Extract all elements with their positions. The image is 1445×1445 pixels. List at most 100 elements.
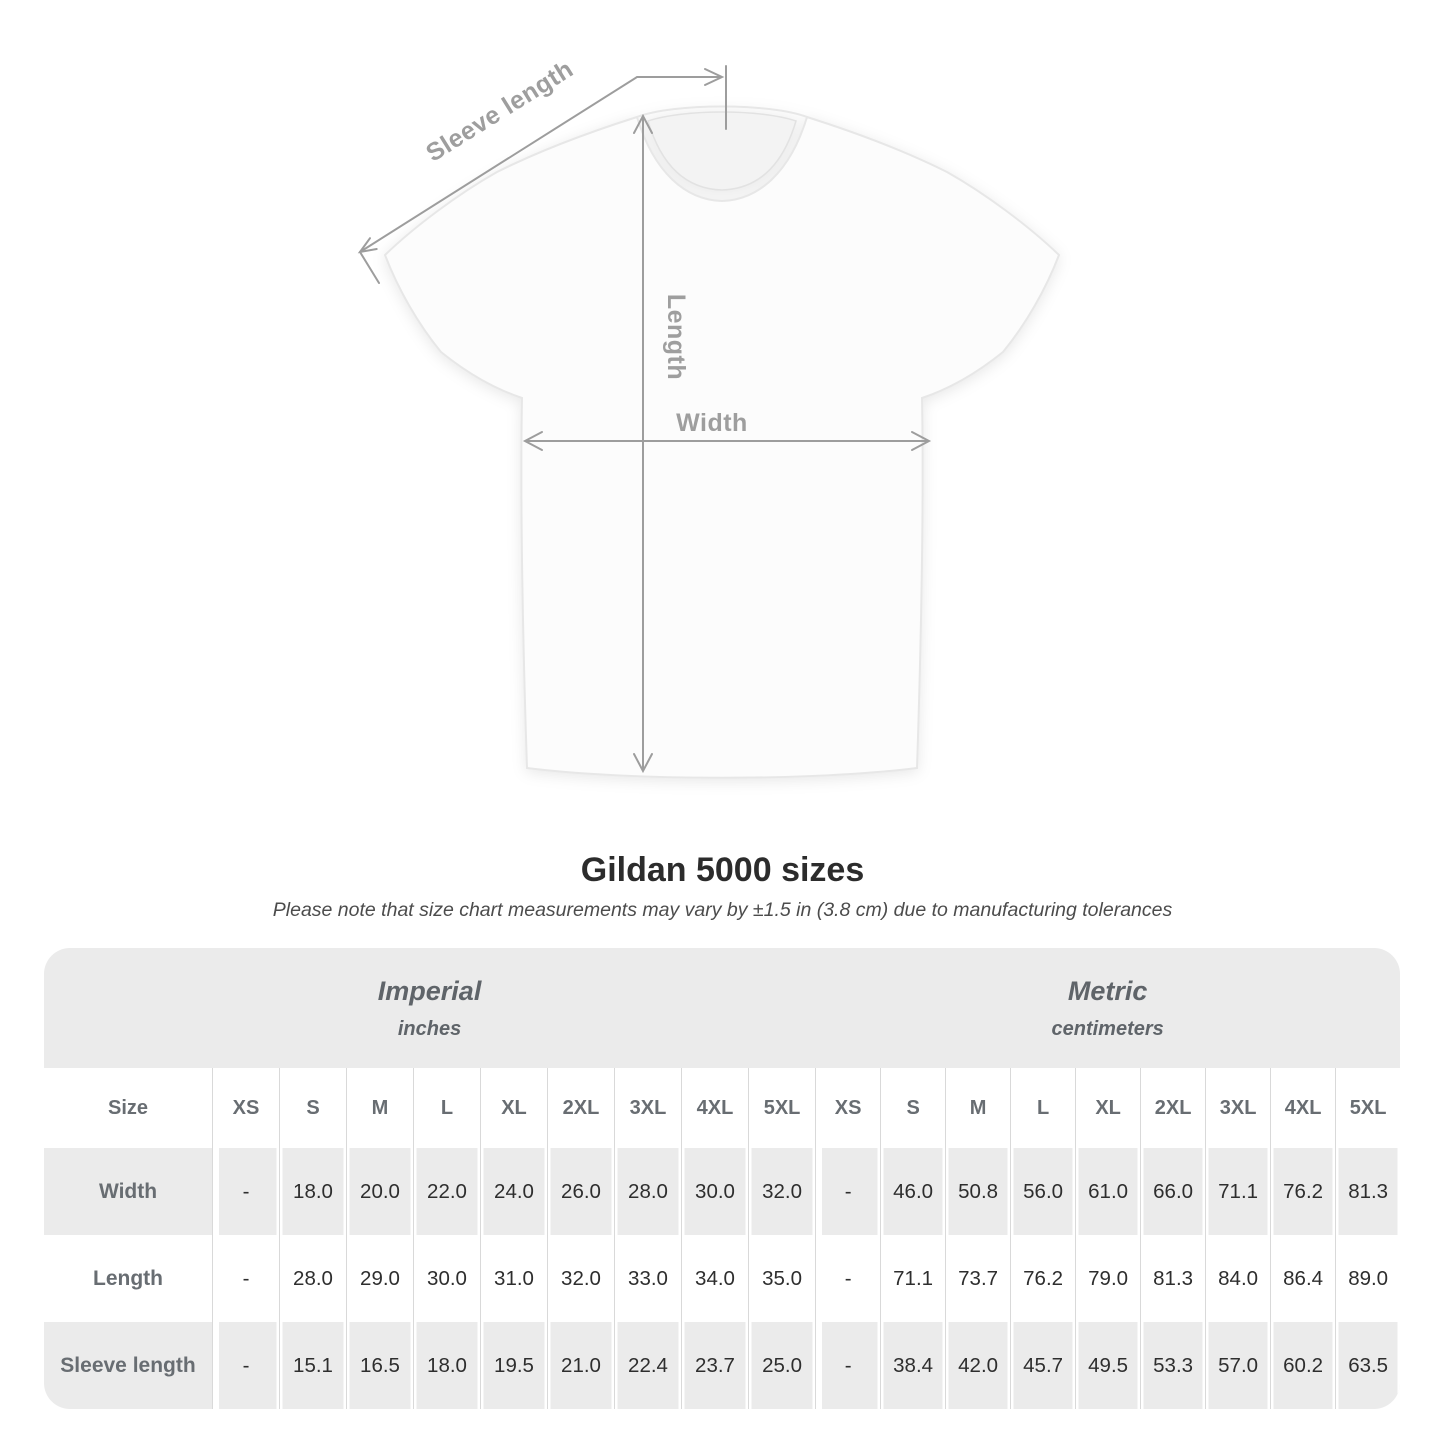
size-value: 15.1 <box>279 1322 346 1409</box>
size-col-header: L <box>413 1068 480 1148</box>
length-arrow <box>633 113 653 774</box>
size-value: - <box>212 1235 279 1322</box>
size-value: 86.4 <box>1270 1235 1336 1322</box>
tshirt-collar-top-seam <box>636 105 808 118</box>
size-value: 56.0 <box>1010 1148 1076 1235</box>
size-col-header: 5XL <box>1335 1068 1400 1148</box>
tshirt-body <box>383 115 1061 779</box>
size-value: 49.5 <box>1075 1322 1141 1409</box>
size-value: 30.0 <box>681 1148 748 1235</box>
metric-band: Metric centimeters <box>815 948 1400 1068</box>
size-col-header: L <box>1010 1068 1076 1148</box>
tolerance-note: Please note that size chart measurements… <box>272 899 1173 921</box>
size-value: 24.0 <box>480 1148 547 1235</box>
table-row: Width -18.0 20.0 22.0 24.0 26.0 28.0 30.0 32.0-4… <box>44 1148 1400 1235</box>
size-value: 57.0 <box>1205 1322 1271 1409</box>
size-value: 89.0 <box>1335 1235 1400 1322</box>
sleeve-length-arrow <box>357 65 727 284</box>
size-value: - <box>815 1322 881 1409</box>
size-value: - <box>212 1322 279 1409</box>
size-col-header: M <box>346 1068 413 1148</box>
size-value: 31.0 <box>480 1235 547 1322</box>
page-title: Gildan 5000 sizes <box>580 851 865 889</box>
size-col-header: S <box>880 1068 946 1148</box>
size-value: 81.3 <box>1140 1235 1206 1322</box>
size-value: 23.7 <box>681 1322 748 1409</box>
table-row: Length -28.0 29.0 30.0 31.0 32.0 33.0 34.0 35.0-… <box>44 1235 1400 1322</box>
size-col-header: 3XL <box>614 1068 681 1148</box>
size-col-header: 3XL <box>1205 1068 1271 1148</box>
size-value: 76.2 <box>1010 1235 1076 1322</box>
size-value: 38.4 <box>880 1322 946 1409</box>
metric-section-title: Metric <box>1067 975 1148 1006</box>
size-value: 66.0 <box>1140 1148 1206 1235</box>
size-value: 29.0 <box>346 1235 413 1322</box>
size-value: - <box>212 1148 279 1235</box>
size-value: 53.3 <box>1140 1322 1206 1409</box>
size-value: 20.0 <box>346 1148 413 1235</box>
size-value: 22.4 <box>614 1322 681 1409</box>
size-value: 61.0 <box>1075 1148 1141 1235</box>
row-label: Sleeve length <box>44 1322 212 1409</box>
size-col-header: 5XL <box>748 1068 816 1148</box>
size-value: 21.0 <box>547 1322 614 1409</box>
size-value: 79.0 <box>1075 1235 1141 1322</box>
size-table-grid: Imperial inches Metric centimeters Size … <box>44 948 1400 1409</box>
size-value: 76.2 <box>1270 1148 1336 1235</box>
metric-section-unit: centimeters <box>1051 1017 1164 1040</box>
row-label: Width <box>44 1148 212 1235</box>
size-col-header: 4XL <box>681 1068 748 1148</box>
size-value: 42.0 <box>945 1322 1011 1409</box>
row-label: Length <box>44 1235 212 1322</box>
size-header-row: Size XS S M L XL 2XL 3XL 4XL 5XL XS S M L XL 2XL 3XL 4XL… <box>44 1068 1400 1148</box>
unit-band-row: Imperial inches Metric centimeters <box>44 948 1400 1068</box>
size-value: 30.0 <box>413 1235 480 1322</box>
size-value: 25.0 <box>748 1322 816 1409</box>
size-value: 32.0 <box>547 1235 614 1322</box>
size-value: 81.3 <box>1335 1148 1400 1235</box>
tshirt-illustration <box>383 105 1061 779</box>
size-col-header: XL <box>1075 1068 1141 1148</box>
size-value: - <box>815 1148 881 1235</box>
width-label: Width <box>676 409 748 437</box>
size-value: 18.0 <box>413 1322 480 1409</box>
size-header: Size <box>44 1068 212 1148</box>
size-col-header: 4XL <box>1270 1068 1336 1148</box>
tshirt-diagram: Sleeve length Length Width <box>357 55 1061 779</box>
size-value: 28.0 <box>279 1235 346 1322</box>
size-value: - <box>815 1235 881 1322</box>
size-col-header: XL <box>480 1068 547 1148</box>
size-col-header: 2XL <box>547 1068 614 1148</box>
size-value: 45.7 <box>1010 1322 1076 1409</box>
imperial-band: Imperial inches <box>44 948 816 1068</box>
tshirt-collar <box>647 111 797 191</box>
size-value: 18.0 <box>279 1148 346 1235</box>
size-value: 32.0 <box>748 1148 816 1235</box>
size-value: 46.0 <box>880 1148 946 1235</box>
size-col-header: M <box>945 1068 1011 1148</box>
size-value: 50.8 <box>945 1148 1011 1235</box>
size-value: 34.0 <box>681 1235 748 1322</box>
size-value: 19.5 <box>480 1322 547 1409</box>
size-value: 28.0 <box>614 1148 681 1235</box>
size-value: 71.1 <box>880 1235 946 1322</box>
size-table: Imperial inches Metric centimeters Size … <box>44 948 1400 1409</box>
size-col-header: XS <box>815 1068 881 1148</box>
size-value: 73.7 <box>945 1235 1011 1322</box>
size-value: 35.0 <box>748 1235 816 1322</box>
size-value: 71.1 <box>1205 1148 1271 1235</box>
imperial-section-unit: inches <box>397 1017 462 1040</box>
table-row: Sleeve length -15.1 16.5 18.0 19.5 21.0 22.4 23… <box>44 1322 1400 1409</box>
size-value: 84.0 <box>1205 1235 1271 1322</box>
size-value: 16.5 <box>346 1322 413 1409</box>
length-label: Length <box>662 294 690 380</box>
size-value: 60.2 <box>1270 1322 1336 1409</box>
width-arrow <box>522 431 932 451</box>
size-value: 26.0 <box>547 1148 614 1235</box>
size-value: 33.0 <box>614 1235 681 1322</box>
size-col-header: 2XL <box>1140 1068 1206 1148</box>
size-value: 63.5 <box>1335 1322 1400 1409</box>
size-value: 22.0 <box>413 1148 480 1235</box>
imperial-section-title: Imperial <box>377 975 482 1006</box>
